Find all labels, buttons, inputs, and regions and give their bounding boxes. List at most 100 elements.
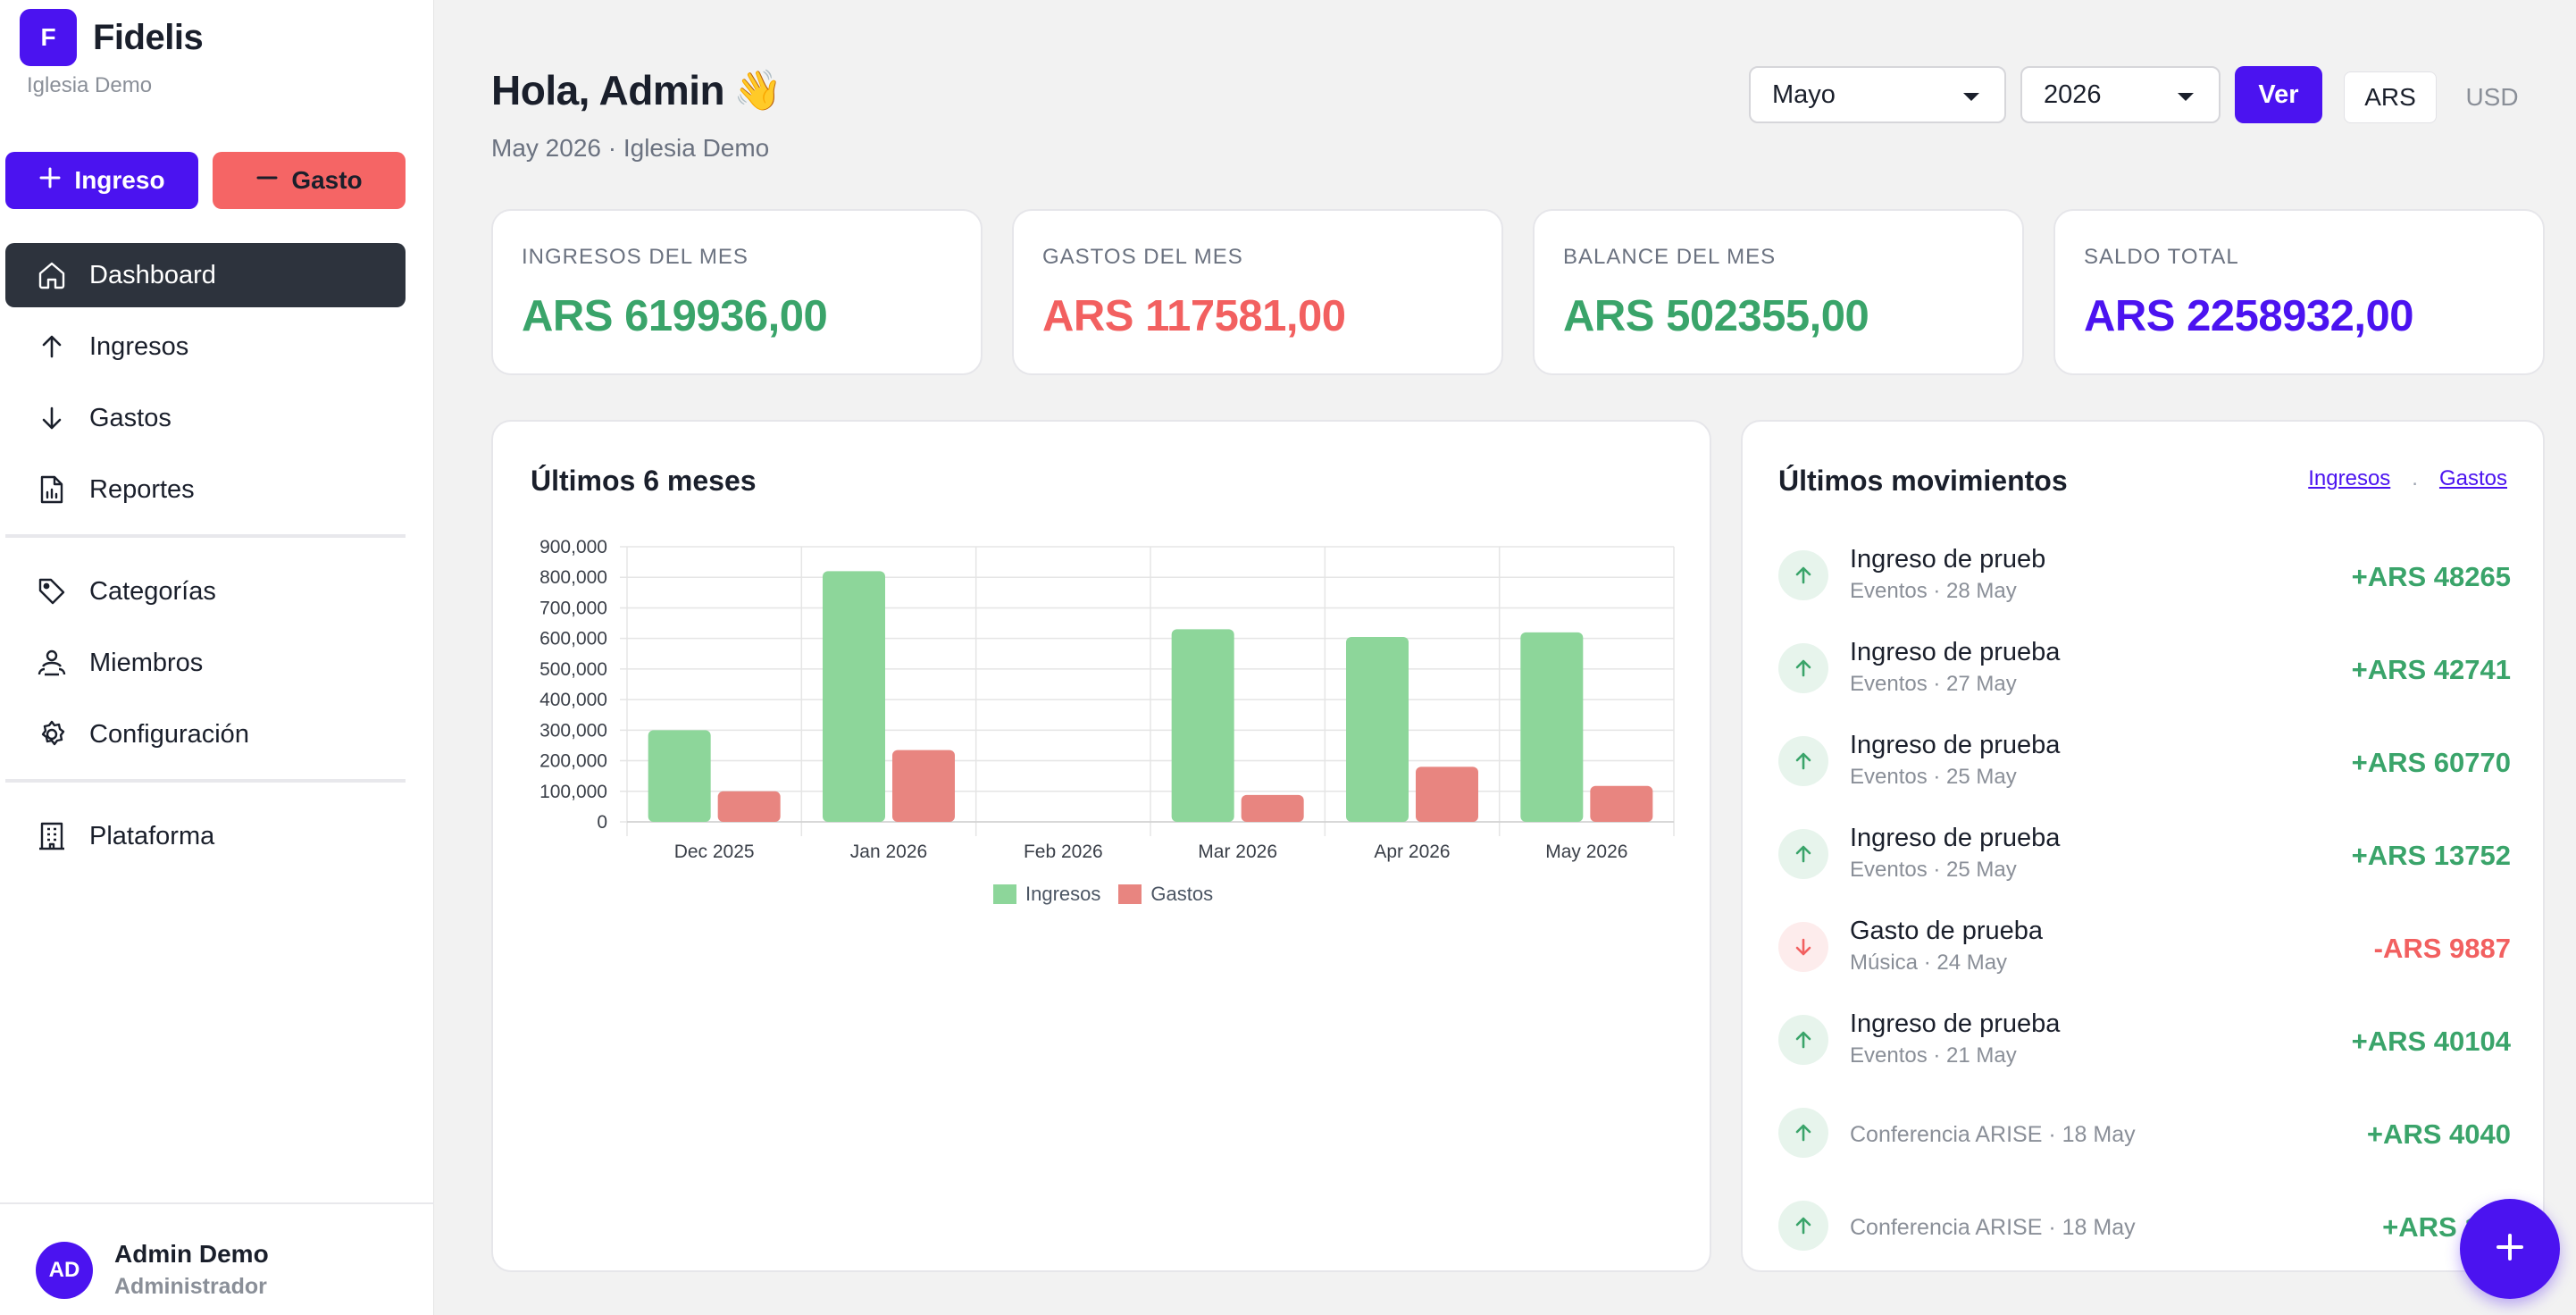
add-ingreso-label: Ingreso (74, 166, 165, 194)
bar-ingresos (1520, 632, 1584, 822)
nav-label: Dashboard (89, 260, 216, 289)
avatar: AD (36, 1242, 93, 1299)
link-gastos[interactable]: Gastos (2438, 466, 2507, 490)
y-tick-label: 300,000 (539, 720, 607, 741)
movement-title: Gasto de prueba (1850, 917, 2044, 945)
movement-row[interactable]: Conferencia ARISE · 18 May +ARS 100 (1778, 1188, 2511, 1270)
month-value: Mayo (1772, 80, 1836, 109)
movement-title: Ingreso de prueba (1850, 731, 2061, 759)
currency-ars-toggle[interactable]: ARS (2344, 71, 2437, 123)
y-tick-label: 400,000 (539, 690, 607, 710)
arrow-down-icon (36, 402, 68, 434)
y-tick-label: 900,000 (539, 537, 607, 557)
stat-label: INGRESOS DEL MES (522, 245, 749, 269)
movement-amount: +ARS 60770 (2351, 747, 2511, 778)
chevron-down-icon (2178, 93, 2194, 101)
movement-meta: Música · 24 May (1850, 951, 2008, 975)
movement-title: Ingreso de prueb (1850, 545, 2046, 574)
brand-logo: F (20, 9, 77, 66)
movement-row[interactable]: Ingreso de prueba Eventos · 25 May +ARS 60… (1778, 724, 2511, 806)
movement-meta: Conferencia ARISE · 18 May (1850, 1215, 2136, 1240)
movement-amount: +ARS 4040 (2366, 1118, 2511, 1150)
stat-card-saldo: SALDO TOTAL ARS 2258932,00 (2053, 209, 2545, 375)
year-select[interactable]: 2026 (2020, 66, 2221, 123)
user-profile[interactable]: AD Admin Demo Administrador (0, 1202, 434, 1315)
add-gasto-label: Gasto (291, 166, 363, 194)
add-gasto-button[interactable]: Gasto (213, 152, 406, 209)
movement-row[interactable]: Conferencia ARISE · 18 May +ARS 4040 (1778, 1095, 2511, 1177)
bar-ingresos (648, 730, 711, 822)
app-name: Fidelis (93, 17, 204, 57)
gear-icon (36, 718, 68, 750)
x-tick-label: Apr 2026 (1374, 842, 1450, 862)
brand[interactable]: F Fidelis (20, 7, 204, 68)
main-nav: Dashboard Ingresos Gastos Reportes Cate (5, 243, 406, 875)
stat-value: ARS 117581,00 (1042, 292, 1346, 340)
nav-label: Reportes (89, 474, 195, 504)
movement-amount: +ARS 42741 (2351, 654, 2511, 685)
movement-row[interactable]: Ingreso de prueba Eventos · 21 May +ARS 40… (1778, 1002, 2511, 1085)
arrow-up-icon (1778, 736, 1828, 786)
legend-swatch-gastos (1118, 884, 1142, 904)
ver-button[interactable]: Ver (2235, 66, 2322, 123)
y-tick-label: 800,000 (539, 567, 607, 588)
movement-amount: -ARS 9887 (2373, 933, 2511, 964)
link-ingresos[interactable]: Ingresos (2308, 466, 2391, 490)
movement-row[interactable]: Gasto de prueba Música · 24 May -ARS 9887 (1778, 909, 2511, 992)
plus-icon (38, 166, 62, 196)
arrow-up-icon (1778, 643, 1828, 693)
bar-ingresos (1171, 629, 1234, 822)
legend-label-ingresos: Ingresos (1025, 883, 1101, 905)
month-select[interactable]: Mayo (1749, 66, 2006, 123)
user-name: Admin Demo (114, 1240, 269, 1268)
y-tick-label: 100,000 (539, 782, 607, 802)
movement-title: Ingreso de prueba (1850, 824, 2061, 852)
stat-value: ARS 619936,00 (522, 292, 828, 340)
year-value: 2026 (2044, 80, 2102, 109)
x-tick-label: Feb 2026 (1024, 842, 1103, 862)
arrow-up-icon (1778, 550, 1828, 600)
nav-divider (5, 779, 406, 783)
nav-item-dashboard[interactable]: Dashboard (5, 243, 406, 307)
movement-row[interactable]: Ingreso de prueb Eventos · 28 May +ARS 482… (1778, 538, 2511, 620)
movement-meta: Eventos · 25 May (1850, 765, 2017, 789)
legend-swatch-ingresos (993, 884, 1016, 904)
movement-meta: Eventos · 28 May (1850, 579, 2017, 603)
bar-ingresos (1346, 636, 1409, 822)
arrow-up-icon (1778, 1015, 1828, 1065)
nav-label: Plataforma (89, 821, 215, 850)
nav-item-ingresos[interactable]: Ingresos (5, 314, 406, 379)
nav-item-miembros[interactable]: Miembros (5, 631, 406, 695)
wave-emoji: 👋 (733, 69, 782, 113)
arrow-down-icon (1778, 922, 1828, 972)
movements-links: Ingresos . Gastos (2308, 466, 2507, 491)
currency-usd-toggle[interactable]: USD (2465, 83, 2519, 111)
nav-item-plataforma[interactable]: Plataforma (5, 804, 406, 868)
movement-amount: +ARS 40104 (2351, 1026, 2511, 1057)
movement-meta: Conferencia ARISE · 18 May (1850, 1122, 2136, 1147)
bar-gastos (717, 791, 781, 822)
nav-label: Miembros (89, 648, 204, 677)
nav-item-categorias[interactable]: Categorías (5, 559, 406, 624)
stat-value: ARS 2258932,00 (2084, 292, 2413, 340)
add-ingreso-button[interactable]: Ingreso (5, 152, 198, 209)
stat-value: ARS 502355,00 (1563, 292, 1869, 340)
stat-label: SALDO TOTAL (2084, 245, 2239, 269)
bar-ingresos (823, 571, 885, 822)
user-role: Administrador (114, 1274, 267, 1299)
x-tick-label: May 2026 (1545, 842, 1627, 862)
nav-item-configuracion[interactable]: Configuración (5, 702, 406, 766)
nav-item-reportes[interactable]: Reportes (5, 457, 406, 522)
home-icon (36, 259, 68, 291)
link-separator: . (2412, 466, 2418, 490)
report-icon (36, 473, 68, 506)
chart-legend: Ingresos Gastos (993, 883, 1213, 906)
movement-row[interactable]: Ingreso de prueba Eventos · 27 May +ARS 42… (1778, 631, 2511, 713)
stat-label: BALANCE DEL MES (1563, 245, 1777, 269)
movement-row[interactable]: Ingreso de prueba Eventos · 25 May +ARS 13… (1778, 817, 2511, 899)
stat-card-gastos: GASTOS DEL MES ARS 117581,00 (1012, 209, 1503, 375)
nav-item-gastos[interactable]: Gastos (5, 386, 406, 450)
stat-card-balance: BALANCE DEL MES ARS 502355,00 (1533, 209, 2024, 375)
y-tick-label: 700,000 (539, 598, 607, 618)
fab-add-button[interactable] (2460, 1199, 2560, 1299)
